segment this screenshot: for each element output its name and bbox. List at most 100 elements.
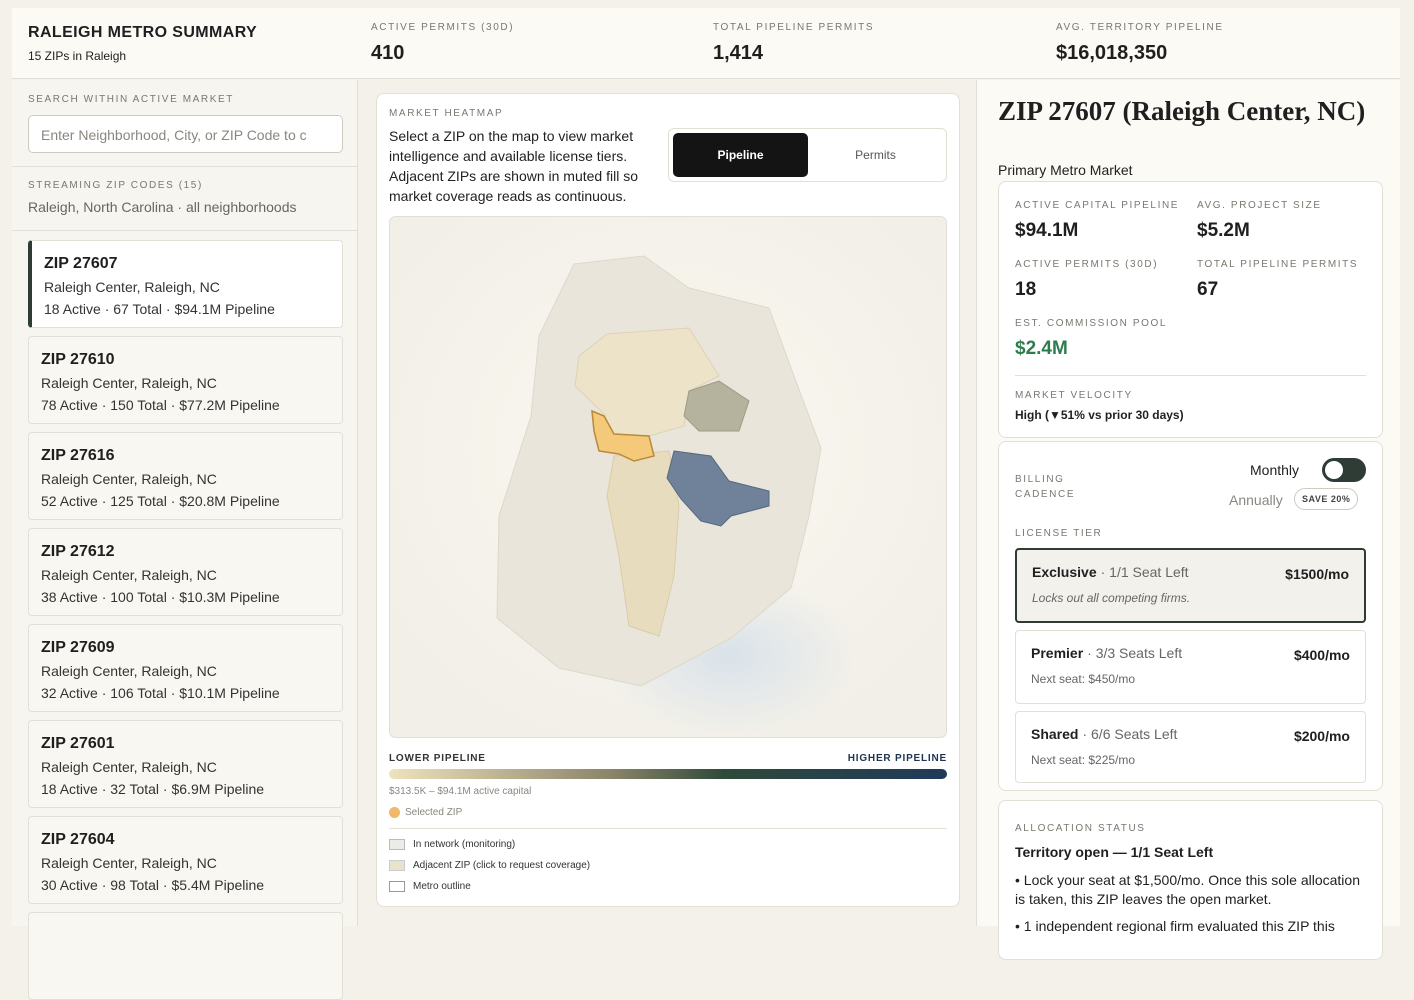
stat-label: ACTIVE PERMITS (30D) (371, 22, 515, 33)
toggle-pipeline[interactable]: Pipeline (673, 133, 808, 177)
selected-dot (389, 807, 400, 818)
zip-code: ZIP 27601 (41, 735, 115, 752)
detail-title: ZIP 27607 (Raleigh Center, NC) (998, 96, 1366, 126)
metrics-card: ACTIVE CAPITAL PIPELINE $94.1M AVG. PROJ… (998, 181, 1383, 438)
divider (1015, 375, 1366, 376)
annually[interactable]: Annually (1229, 492, 1283, 508)
tier-price: $400/mo (1293, 647, 1350, 663)
bullet: • Lock your seat at $1,500/mo. Once this… (1015, 872, 1360, 907)
stat-label: TOTAL PIPELINE PERMITS (713, 22, 875, 33)
save-badge: SAVE 20% (1294, 488, 1359, 510)
zip-card[interactable]: ZIP 27609 Raleigh Center, Raleigh, NC 32 A… (28, 624, 343, 712)
legend-low: LOWER PIPELINE (389, 753, 486, 764)
swatch (389, 881, 405, 892)
zip-details: 18 Active · 32 Total · $6.9M Pipeline (41, 781, 265, 797)
list-label: STREAMING ZIP CODES (15) (28, 180, 203, 191)
allocation-title: Territory open — 1/1 Seat Left (1015, 844, 1214, 860)
zip-panel: SEARCH WITHIN ACTIVE MARKET Enter Neighb… (12, 80, 358, 1000)
zip-place: Raleigh Center, Raleigh, NC (41, 855, 217, 871)
metric-label: ACTIVE PERMITS (30D) (1015, 259, 1159, 270)
billing-card: BILLING CADENCE Monthly Annually SAVE 20… (998, 441, 1383, 791)
heatmap-label: MARKET HEATMAP (389, 108, 504, 119)
zip-details: 30 Active · 98 Total · $5.4M Pipeline (41, 877, 265, 893)
tier-price: $200/mo (1293, 728, 1350, 744)
license-label: LICENSE TIER (1015, 528, 1103, 539)
stat-label: AVG. TERRITORY PIPELINE (1056, 22, 1224, 33)
zip-area[interactable] (666, 450, 770, 527)
selected-zip[interactable] (591, 409, 655, 462)
zip-card[interactable]: ZIP 27601 Raleigh Center, Raleigh, NC 18 A… (28, 720, 343, 808)
zip-card[interactable]: ZIP 27612 Raleigh Center, Raleigh, NC 38 A… (28, 528, 343, 616)
heatmap-panel: MARKET HEATMAP Select a ZIP on the map t… (376, 93, 960, 907)
tier-note: Next seat: $225/mo (1031, 753, 1136, 767)
tier-name: Shared (1031, 726, 1079, 742)
search-input[interactable]: Enter Neighborhood, City, or ZIP Code to… (28, 115, 343, 153)
swatch (389, 860, 405, 871)
legend-selected: Selected ZIP (405, 807, 463, 818)
zip-card[interactable]: ZIP 27610 Raleigh Center, Raleigh, NC 78 A… (28, 336, 343, 424)
zip-card[interactable]: ZIP 27616 Raleigh Center, Raleigh, NC 52 A… (28, 432, 343, 520)
zip-details: 38 Active · 100 Total · $10.3M Pipeline (41, 589, 280, 605)
zip-place: Raleigh Center, Raleigh, NC (41, 375, 217, 391)
toggle: Pipeline Permits (668, 128, 947, 182)
tier-note: Locks out all competing firms. (1032, 591, 1191, 605)
cadence-switch[interactable] (1322, 458, 1366, 482)
subtitle: 15 ZIPs in Raleigh (28, 49, 127, 63)
tier-exclusive[interactable]: Exclusive · 1/1 Seat Left $1500/mo Locks ou… (1015, 548, 1366, 623)
velocity-label: MARKET VELOCITY (1015, 390, 1133, 401)
zip-place: Raleigh Center, Raleigh, NC (41, 567, 217, 583)
detail-panel: ZIP 27607 (Raleigh Center, NC) Primary M… (976, 80, 1400, 960)
tier-premier[interactable]: Premier · 3/3 Seats Left $400/mo Next seat:… (1015, 630, 1366, 704)
velocity-value: High (▼51% vs prior 30 days) (1015, 408, 1184, 422)
body: RALEIGH METRO SUMMARY 15 ZIPs in Raleigh… (12, 8, 1400, 1000)
zip-details: 32 Active · 106 Total · $10.1M Pipeline (41, 685, 280, 701)
divider (12, 230, 358, 231)
zip-place: Raleigh Center, Raleigh, NC (41, 471, 217, 487)
metric-value: $2.4M (1015, 338, 1068, 359)
legend-range: $313.5K – $94.1M active capital (389, 786, 532, 797)
legend-high: HIGHER PIPELINE (847, 753, 947, 764)
zip-code: ZIP 27604 (41, 831, 115, 848)
metric-value: 67 (1197, 279, 1219, 300)
zip-place: Raleigh Center, Raleigh, NC (41, 663, 217, 679)
zip-card[interactable]: ZIP 27604 Raleigh Center, Raleigh, NC 30 A… (28, 816, 343, 904)
zip-card[interactable]: ZIP 27607 Raleigh Center, Raleigh, NC 18 A… (28, 240, 343, 328)
stat-value: 1,414 (713, 42, 764, 64)
metric-value: 18 (1015, 279, 1037, 300)
zip-area[interactable] (683, 380, 750, 432)
zip-code: ZIP 27612 (41, 543, 115, 560)
metric-label: TOTAL PIPELINE PERMITS (1197, 259, 1359, 270)
zip-details: 78 Active · 150 Total · $77.2M Pipeline (41, 397, 280, 413)
tier-price: $1500/mo (1285, 566, 1349, 582)
toggle-permits[interactable]: Permits (855, 148, 896, 162)
billing-label: BILLING CADENCE (1015, 474, 1076, 500)
tier-seats: · 6/6 Seats Left (1082, 726, 1178, 742)
metric-value: $94.1M (1015, 220, 1079, 241)
tier-name: Premier (1031, 645, 1084, 661)
allocation-label: ALLOCATION STATUS (1015, 823, 1146, 834)
description: Select a ZIP on the map to view market i… (389, 128, 639, 204)
page: Raleigh Metro Summary {"header":{"title"… (12, 8, 1400, 1000)
tier-seats: · 3/3 Seats Left (1087, 645, 1183, 661)
list-subtitle: Raleigh, North Carolina · all neighborho… (28, 199, 297, 215)
zip-place: Raleigh Center, Raleigh, NC (41, 759, 217, 775)
title: RALEIGH METRO SUMMARY (28, 24, 258, 41)
legend-item: Metro outline (413, 881, 471, 892)
zip-code: ZIP 27607 (44, 255, 118, 272)
bullet: • 1 independent regional firm evaluated … (1015, 918, 1335, 934)
divider (389, 828, 947, 829)
zip-code: ZIP 27616 (41, 447, 115, 464)
zip-code: ZIP 27609 (41, 639, 115, 656)
metric-label: EST. COMMISSION POOL (1015, 318, 1168, 329)
stat-value: 410 (371, 42, 405, 64)
zip-code: ZIP 27610 (41, 351, 115, 368)
tier-shared[interactable]: Shared · 6/6 Seats Left $200/mo Next seat: … (1015, 711, 1366, 783)
swatch (389, 839, 405, 850)
legend-gradient (389, 769, 947, 779)
legend-item: In network (monitoring) (413, 839, 516, 850)
tier-note: Next seat: $450/mo (1031, 672, 1136, 686)
zip-card-partial (28, 912, 343, 1000)
monthly[interactable]: Monthly (1250, 462, 1300, 478)
metric-value: $5.2M (1197, 220, 1250, 241)
metric-label: ACTIVE CAPITAL PIPELINE (1015, 200, 1180, 211)
